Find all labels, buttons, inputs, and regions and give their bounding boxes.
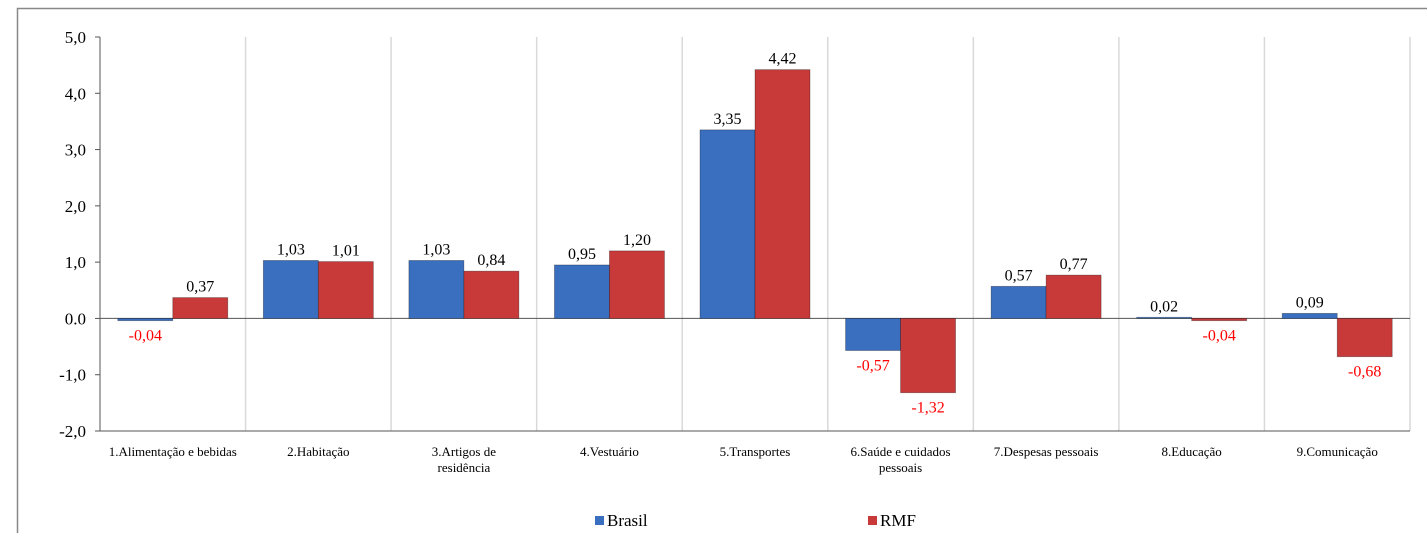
value-label: 0,37 (186, 279, 214, 296)
value-label: 0,02 (1150, 298, 1178, 315)
x-tick-label: 5.Transportes (719, 444, 791, 459)
value-label: 1,03 (277, 241, 305, 258)
value-label: 0,77 (1060, 256, 1088, 273)
x-tick-label: 9.Comunicação (1296, 444, 1378, 459)
value-label: -0,57 (856, 358, 889, 375)
legend-label: RMF (880, 511, 916, 530)
x-tick-label: 2.Habitação (287, 444, 350, 459)
value-label: -0,68 (1348, 364, 1381, 381)
value-label: -1,32 (911, 400, 944, 417)
value-label: 1,03 (422, 241, 450, 258)
value-label: -0,04 (129, 328, 162, 345)
bar (1045, 274, 1102, 319)
value-label: 0,84 (477, 252, 505, 269)
value-label: 4,42 (769, 51, 797, 68)
x-tick-label: 6.Saúde e cuidados pessoais (850, 444, 951, 475)
chart-border (16, 7, 1427, 533)
y-tick-label: 2,0 (65, 197, 86, 216)
value-label: 0,57 (1005, 267, 1033, 284)
value-label: 0,95 (568, 246, 596, 263)
bar (554, 264, 610, 319)
bar (1136, 316, 1193, 319)
y-tick-label: 1,0 (65, 253, 86, 272)
value-label: 0,09 (1296, 294, 1324, 311)
bar (262, 260, 319, 319)
bar (1281, 312, 1338, 319)
x-tick-label: 8.Educação (1161, 444, 1222, 459)
x-tick-label: 3.Artigos de residência (431, 444, 497, 475)
value-label: 1,20 (623, 232, 651, 249)
bar (172, 297, 229, 319)
value-label: 3,35 (714, 111, 742, 128)
y-tick-label: -2,0 (59, 422, 86, 441)
y-tick-label: -1,0 (59, 366, 86, 385)
y-tick-label: 0.0 (65, 309, 86, 328)
bar (609, 250, 665, 319)
bar (463, 270, 520, 319)
bar (754, 69, 811, 319)
legend-swatch (868, 516, 877, 525)
bar (317, 261, 374, 319)
bar (845, 318, 901, 351)
x-tick-label: 4.Vestuário (580, 444, 639, 459)
value-label: -0,04 (1203, 328, 1236, 345)
legend-swatch (595, 516, 604, 525)
x-tick-label: 7.Despesas pessoais (993, 444, 1099, 459)
x-tick-label: 1.Alimentação e bebidas (108, 444, 237, 459)
bar (990, 285, 1047, 319)
bar (117, 318, 174, 322)
bar (408, 260, 465, 319)
value-label: 1,01 (332, 243, 360, 260)
y-tick-label: 4,0 (65, 84, 86, 103)
legend-label: Brasil (607, 511, 648, 530)
y-tick-label: 3,0 (65, 141, 86, 160)
bar (1191, 318, 1248, 322)
bar (699, 129, 756, 319)
y-tick-label: 5,0 (65, 28, 86, 47)
bar (1336, 318, 1393, 358)
bar (900, 318, 956, 394)
